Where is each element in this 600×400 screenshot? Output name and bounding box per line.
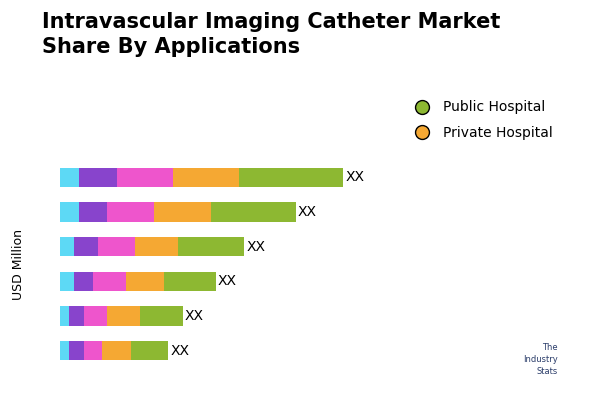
Text: XX: XX	[246, 240, 265, 254]
Bar	[239, 168, 343, 187]
Bar	[116, 168, 173, 187]
Bar	[173, 168, 239, 187]
Bar	[178, 237, 244, 256]
Bar	[74, 272, 93, 291]
Bar	[107, 202, 154, 222]
Text: XX: XX	[345, 170, 364, 184]
Bar	[107, 306, 140, 326]
Bar	[60, 237, 74, 256]
Bar	[164, 272, 215, 291]
Bar	[83, 341, 103, 360]
Text: XX: XX	[298, 205, 317, 219]
Bar	[60, 341, 70, 360]
Text: XX: XX	[185, 309, 204, 323]
Bar	[98, 237, 136, 256]
Bar	[154, 202, 211, 222]
Bar	[70, 341, 83, 360]
Bar	[60, 168, 79, 187]
Bar	[93, 272, 126, 291]
Text: Intravascular Imaging Catheter Market
Share By Applications: Intravascular Imaging Catheter Market Sh…	[42, 12, 500, 57]
Bar	[60, 272, 74, 291]
Bar	[131, 341, 169, 360]
Bar	[136, 237, 178, 256]
Bar	[126, 272, 164, 291]
Bar	[79, 202, 107, 222]
Bar	[140, 306, 182, 326]
Bar	[60, 202, 79, 222]
Text: XX: XX	[218, 274, 237, 288]
Text: USD Million: USD Million	[11, 228, 25, 300]
Text: XX: XX	[171, 344, 190, 358]
Bar	[70, 306, 83, 326]
Bar	[103, 341, 131, 360]
Bar	[83, 306, 107, 326]
Bar	[74, 237, 98, 256]
Legend: Public Hospital, Private Hospital: Public Hospital, Private Hospital	[403, 95, 559, 145]
Bar	[211, 202, 296, 222]
Bar	[79, 168, 116, 187]
Bar	[60, 306, 70, 326]
Text: The
Industry
Stats: The Industry Stats	[523, 343, 558, 376]
